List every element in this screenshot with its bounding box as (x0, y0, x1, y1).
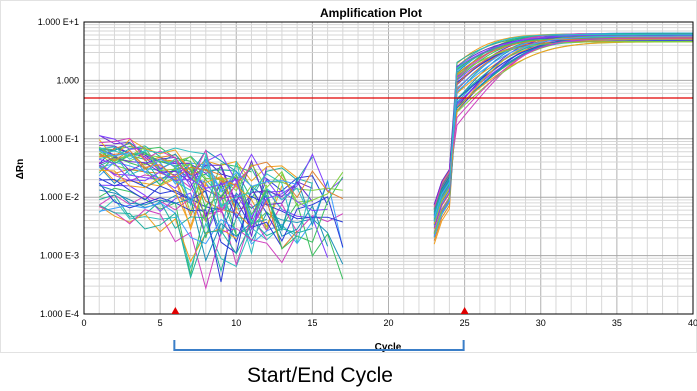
series-baseline-line (99, 146, 313, 244)
x-tick-label: 0 (81, 318, 86, 328)
amplification-plot: Amplification Plot 0 5 10 15 20 25 30 35 40 1.00… (15, 6, 697, 353)
series-baseline-line (99, 206, 298, 291)
series-amplification-line (433, 38, 693, 229)
plot-border (83, 21, 694, 315)
series-amplification-line (433, 33, 693, 223)
series-baseline-line (99, 135, 344, 201)
series-amplification-line (433, 39, 693, 221)
start-cycle-marker[interactable] (171, 307, 180, 314)
series-amplification-line (433, 40, 693, 210)
end-cycle-marker[interactable] (460, 307, 469, 314)
series-amplification-line (433, 41, 693, 234)
series-amplification-line (433, 36, 693, 238)
x-tick-label: 40 (688, 318, 697, 328)
series-layer (98, 32, 694, 291)
y-axis: 1.000 E+1 1.000 1.000 E-1 1.000 E-2 1.000 E-… (38, 17, 79, 319)
x-tick-label: 35 (612, 318, 622, 328)
y-tick-label: 1.000 E-3 (40, 251, 79, 261)
chart-title: Amplification Plot (320, 6, 422, 20)
series-baseline-line (99, 149, 298, 205)
start-end-cycle-label: Start/End Cycle (247, 364, 393, 387)
series-baseline-line (99, 158, 298, 231)
x-tick-label: 15 (307, 318, 317, 328)
plot-frame: Amplification Plot 0 5 10 15 20 25 30 35 40 1.00… (0, 0, 697, 353)
series-baseline-line (98, 149, 344, 200)
series-baseline-line (98, 194, 268, 267)
series-amplification-line (433, 35, 693, 218)
x-tick-label: 25 (460, 318, 470, 328)
series-baseline-line (99, 149, 313, 206)
x-tick-label: 5 (158, 318, 163, 328)
series-baseline-line (99, 156, 313, 220)
y-tick-label: 1.000 E-4 (40, 309, 79, 319)
series-baseline-line (99, 185, 252, 263)
series-baseline-line (99, 154, 283, 256)
series-amplification-line (433, 35, 693, 219)
x-axis: 0 5 10 15 20 25 30 35 40 (81, 318, 697, 328)
y-tick-label: 1.000 (56, 75, 79, 85)
series-baseline-line (98, 161, 344, 249)
series-baseline-line (98, 198, 298, 270)
x-tick-label: 30 (536, 318, 546, 328)
series-baseline-line (99, 178, 344, 254)
x-tick-label: 20 (383, 318, 393, 328)
series-baseline-line (98, 142, 237, 214)
series-baseline-line (99, 169, 252, 228)
series-amplification-line (433, 32, 693, 214)
y-tick-label: 1.000 E-2 (40, 192, 79, 202)
x-axis-label: Cycle (375, 342, 402, 353)
series-amplification-line (433, 33, 694, 215)
series-baseline-line (98, 204, 267, 280)
series-amplification-line (433, 37, 693, 208)
x-tick-label: 10 (231, 318, 241, 328)
series-baseline-line (98, 146, 344, 223)
y-tick-label: 1.000 E-1 (40, 134, 79, 144)
y-axis-label: ΔRn (15, 159, 26, 180)
y-tick-label: 1.000 E+1 (38, 17, 79, 27)
